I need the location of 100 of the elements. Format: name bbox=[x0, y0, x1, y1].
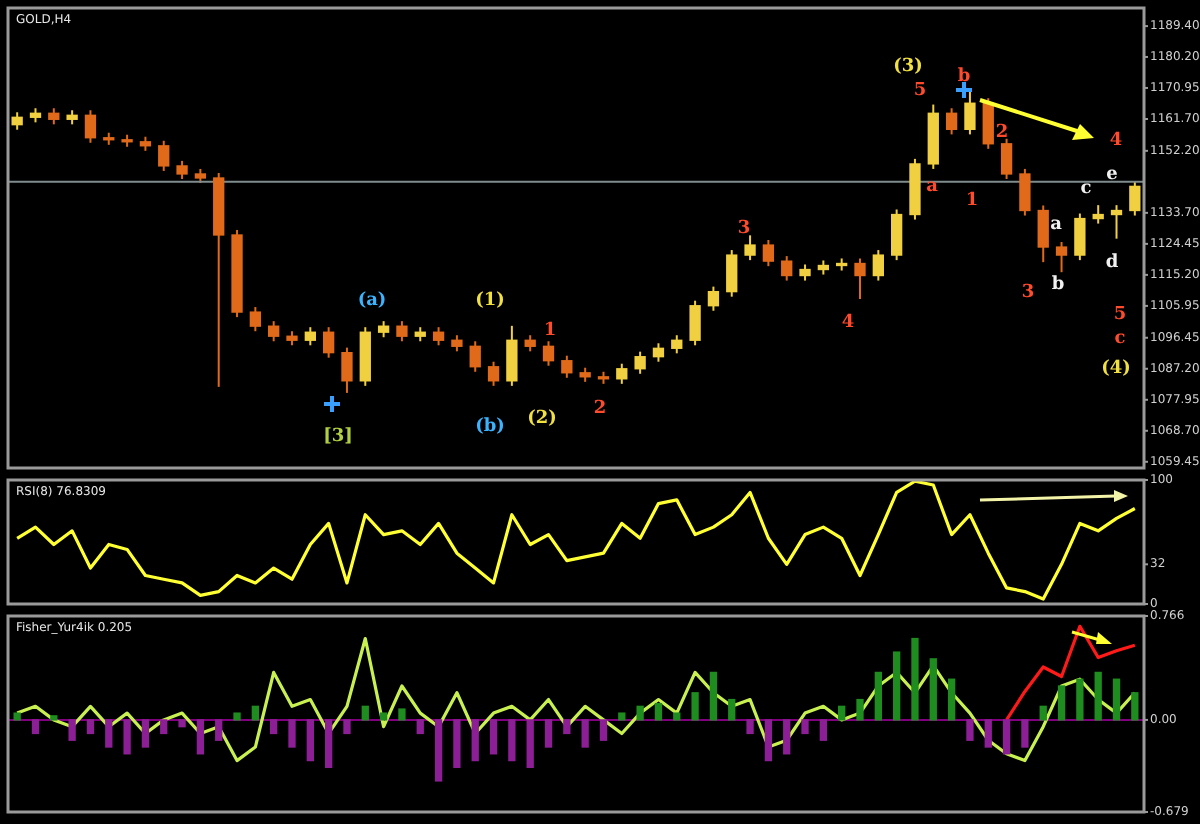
bar bbox=[1039, 705, 1047, 721]
bar bbox=[673, 712, 681, 721]
candlestick bbox=[634, 350, 646, 375]
candlestick bbox=[396, 320, 408, 343]
annotation: 4 bbox=[841, 312, 855, 333]
candlestick bbox=[304, 326, 316, 347]
bar bbox=[1002, 719, 1011, 755]
candlestick bbox=[469, 340, 481, 373]
bar bbox=[892, 651, 901, 721]
candlestick bbox=[762, 239, 775, 268]
candlestick bbox=[158, 139, 170, 172]
bar bbox=[398, 708, 406, 721]
bar bbox=[966, 719, 974, 741]
bar bbox=[196, 719, 205, 755]
candlestick bbox=[964, 89, 976, 136]
bar bbox=[1112, 678, 1121, 721]
bar bbox=[838, 705, 846, 721]
bar bbox=[764, 719, 773, 762]
bar bbox=[856, 698, 864, 721]
bar bbox=[160, 719, 168, 735]
bar bbox=[874, 671, 882, 721]
candlestick bbox=[1092, 204, 1104, 225]
candlestick bbox=[781, 255, 793, 282]
bar bbox=[270, 719, 278, 735]
annotation: c bbox=[1080, 178, 1093, 199]
candlestick bbox=[542, 340, 555, 367]
annotation: [3] bbox=[323, 426, 353, 447]
annotation: 1 bbox=[543, 320, 557, 341]
bar bbox=[86, 719, 95, 735]
candlestick bbox=[176, 159, 188, 180]
bar bbox=[489, 719, 498, 755]
annotation: c bbox=[1114, 328, 1127, 349]
candlestick bbox=[890, 208, 903, 262]
candlestick bbox=[1129, 180, 1141, 217]
candlestick bbox=[1055, 241, 1068, 274]
candlestick bbox=[854, 257, 866, 301]
bar bbox=[215, 719, 223, 741]
candlestick bbox=[1037, 204, 1049, 264]
bar bbox=[306, 719, 314, 762]
bar bbox=[618, 712, 626, 721]
bar bbox=[783, 719, 791, 755]
candlestick bbox=[561, 354, 573, 379]
bar bbox=[141, 719, 150, 748]
bar bbox=[379, 712, 388, 721]
bar bbox=[544, 719, 553, 748]
bar bbox=[599, 719, 608, 741]
annotation: 3 bbox=[737, 218, 751, 239]
annotation: 3 bbox=[1021, 282, 1035, 303]
bar bbox=[636, 705, 644, 721]
candlestick bbox=[726, 249, 738, 298]
bar bbox=[654, 702, 663, 721]
candlestick bbox=[652, 342, 665, 363]
candlestick bbox=[671, 334, 683, 355]
bar bbox=[929, 658, 937, 721]
candlestick bbox=[432, 326, 445, 347]
bar bbox=[13, 712, 21, 721]
annotation: 4 bbox=[1109, 130, 1123, 151]
annotation: (b) bbox=[475, 416, 505, 437]
bar bbox=[453, 719, 461, 769]
bar bbox=[288, 719, 296, 748]
bar bbox=[581, 719, 589, 748]
annotation: (a) bbox=[357, 290, 387, 311]
bar bbox=[1094, 671, 1102, 721]
bar bbox=[508, 719, 516, 762]
bar bbox=[1131, 692, 1139, 721]
candlestick bbox=[268, 320, 280, 343]
candlestick bbox=[249, 306, 262, 333]
bar bbox=[984, 719, 992, 748]
bar bbox=[1021, 719, 1029, 748]
bar bbox=[434, 719, 443, 782]
bar bbox=[50, 715, 58, 721]
annotation: 2 bbox=[593, 398, 607, 419]
bar bbox=[105, 719, 113, 748]
bar bbox=[324, 719, 333, 769]
annotation: a bbox=[926, 176, 939, 197]
bar bbox=[709, 671, 718, 721]
annotation: 1 bbox=[965, 190, 979, 211]
annotation: b bbox=[1051, 274, 1065, 295]
annotation: (1) bbox=[475, 290, 505, 311]
bar bbox=[251, 705, 260, 721]
candlestick bbox=[872, 249, 884, 282]
annotation: 2 bbox=[995, 122, 1009, 143]
annotation: b bbox=[957, 66, 971, 87]
bar bbox=[563, 719, 571, 735]
candlestick bbox=[616, 362, 628, 385]
bar bbox=[947, 678, 956, 721]
annotation: 5 bbox=[1113, 304, 1127, 325]
candlestick bbox=[982, 97, 994, 150]
candlestick bbox=[487, 360, 500, 387]
bar bbox=[691, 692, 699, 721]
bar bbox=[343, 719, 351, 735]
candlestick bbox=[1019, 167, 1031, 217]
bar bbox=[471, 719, 479, 762]
candlestick bbox=[322, 326, 335, 359]
annotation: (3) bbox=[893, 56, 923, 77]
annotation: (4) bbox=[1101, 358, 1131, 379]
bar bbox=[178, 719, 186, 728]
annotation: 5 bbox=[913, 80, 927, 101]
bar bbox=[68, 719, 76, 741]
candlestick bbox=[84, 109, 97, 144]
